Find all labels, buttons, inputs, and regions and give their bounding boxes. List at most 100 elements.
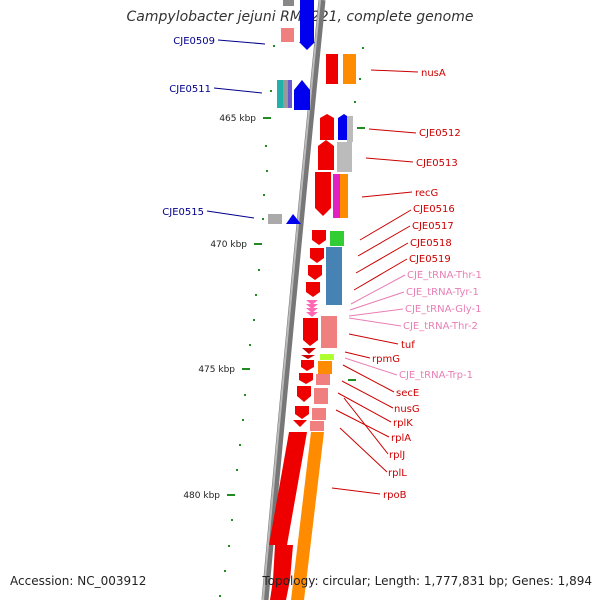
leader-CJE0516 [359, 209, 412, 241]
feature-tRNA-Tyr-1 [306, 304, 318, 309]
feature-top-grey [283, 0, 294, 6]
gene-label-tRNA-Thr-2: CJE_tRNA-Thr-2 [403, 321, 478, 332]
tick-minor [224, 570, 226, 572]
feature-teal-cluster [277, 80, 283, 108]
gene-label-rplA: rplA [391, 433, 411, 444]
gene-label-CJE0515: CJE0515 [162, 207, 204, 218]
gene-arrow-CJE0516 [312, 230, 326, 245]
tick-minor [263, 194, 265, 196]
tick-minor [228, 545, 230, 547]
gene-label-CJE0517: CJE0517 [412, 221, 454, 232]
feature-tRNA-Gly-1 [306, 308, 318, 313]
gene-arrow-CJE0517 [310, 248, 324, 263]
scale-label: 470 kbp [210, 240, 247, 250]
feature-orange-rpoB [291, 432, 324, 600]
tick-minor [262, 218, 264, 220]
gene-label-nusG: nusG [394, 404, 420, 415]
tick-minor [266, 170, 268, 172]
tick-major [227, 494, 235, 496]
tick-major [254, 243, 262, 245]
reverse-strand-genes [268, 0, 315, 224]
feature-grey-CJE0515 [268, 214, 282, 224]
feature-magenta-recG [333, 174, 340, 218]
leader-CJE0509 [217, 39, 266, 45]
leader-rplL [339, 427, 388, 473]
gene-arrow-CJE0519 [306, 282, 320, 297]
tick-minor [249, 344, 251, 346]
leader-rpoB [331, 487, 381, 495]
scale-labels: 465 kbp 470 kbp 475 kbp 480 kbp [183, 114, 256, 501]
feature-grey-cluster [283, 80, 288, 108]
gene-label-CJE0511: CJE0511 [169, 84, 211, 95]
tick-major [263, 117, 271, 119]
gene-arrow-nusA [326, 54, 338, 84]
leader-CJE0511 [213, 87, 263, 94]
gene-label-CJE0516: CJE0516 [413, 204, 455, 215]
gene-label-rplJ: rplJ [389, 450, 405, 461]
leader-CJE0513 [365, 157, 414, 163]
leader-tRNA-Thr-1 [350, 274, 406, 305]
gene-label-CJE0509: CJE0509 [173, 36, 215, 47]
leader-CJE0515 [206, 210, 255, 219]
leader-CJE0512 [368, 128, 417, 134]
leader-CJE0517 [357, 225, 411, 257]
gene-arrow-recG [315, 172, 331, 216]
gene-label-tRNA-Thr-1: CJE_tRNA-Thr-1 [407, 270, 482, 281]
feature-grey-CJE0512 [347, 116, 353, 142]
tick-major [242, 368, 250, 370]
leader-rplA [335, 409, 390, 438]
feature-steelblue-CJE0519 [326, 247, 342, 305]
tick-forward [348, 379, 356, 381]
gene-arrow-nusG [299, 373, 313, 384]
scale-label: 475 kbp [198, 365, 235, 375]
tick-forward [357, 127, 365, 129]
gene-arrow-CJE0512 [320, 114, 334, 140]
gene-label-secE: secE [396, 388, 419, 399]
trna-labels: CJE_tRNA-Thr-1 CJE_tRNA-Tyr-1 CJE_tRNA-G… [399, 270, 482, 381]
leader-rpmG [344, 351, 371, 359]
gene-label-rpoB: rpoB [383, 490, 407, 501]
gene-arrow-rplK [297, 386, 311, 402]
feature-salmon-nusG [316, 374, 330, 385]
left-gene-labels: CJE0509 CJE0511 CJE0515 [162, 36, 215, 218]
feature-salmon-rplJ [310, 421, 324, 431]
gene-label-CJE0519: CJE0519 [409, 254, 451, 265]
feature-pink-top [281, 28, 294, 42]
tick-minor [236, 469, 238, 471]
gene-arrow-CJE0515 [286, 214, 301, 224]
leader-tuf [348, 333, 399, 345]
gene-arrow-secE [301, 360, 314, 371]
leader-rplJ [343, 397, 389, 455]
feature-orange-recG [340, 174, 348, 218]
leader-rplK [337, 392, 392, 423]
leader-lines [206, 39, 419, 495]
gene-arrow-rpoB-tail [270, 545, 293, 600]
genome-backbone [261, 0, 326, 600]
feature-orange-nusA [343, 54, 356, 84]
leader-CJE0518 [355, 242, 409, 274]
gene-arrow-CJE0509 [299, 42, 315, 50]
feature-salmon-rplK [314, 388, 328, 404]
gene-label-nusA: nusA [421, 68, 446, 79]
scale-label: 465 kbp [219, 114, 256, 124]
tick-minor [265, 145, 267, 147]
genome-backbone-highlight [262, 0, 321, 600]
leader-tRNA-Tyr-1 [349, 291, 405, 311]
tick-minor [273, 45, 275, 47]
right-gene-labels: nusA CJE0512 CJE0513 recG CJE0516 CJE051… [372, 68, 461, 501]
tick-minor [242, 419, 244, 421]
feature-tRNA-Trp-1 [301, 355, 315, 359]
tick-minor [258, 269, 260, 271]
gene-label-rplK: rplK [393, 418, 413, 429]
tick-minor [219, 595, 221, 597]
feature-tRNA-Thr-2 [306, 312, 318, 317]
feature-blue-top [300, 0, 314, 42]
leader-nusG [341, 380, 394, 409]
leader-tRNA-Gly-1 [348, 308, 404, 317]
scale-ticks [219, 45, 365, 597]
leader-secE [342, 364, 395, 393]
gene-arrow-tuf [303, 318, 318, 346]
gene-arrow-rplA [295, 406, 309, 419]
leader-recG [361, 191, 413, 198]
feature-salmon-tuf [321, 316, 337, 348]
